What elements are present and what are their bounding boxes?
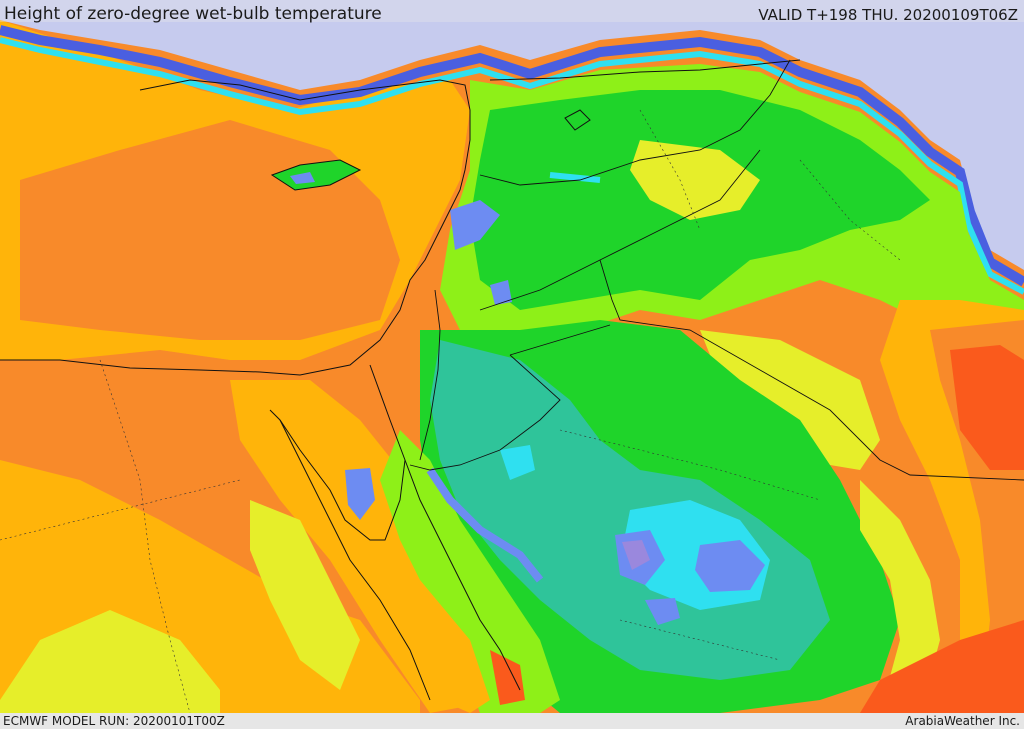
- cyprus-core: [290, 172, 315, 184]
- yellow-east-arabia: [860, 480, 940, 713]
- blue-patch-central-1: [695, 540, 765, 592]
- header-bar: [0, 0, 1024, 22]
- map-title: Height of zero-degree wet-bulb temperatu…: [4, 4, 382, 24]
- blue-patch-sinai: [345, 468, 375, 520]
- red-patch-eritrea: [490, 650, 525, 705]
- blue-patch-south: [645, 598, 680, 625]
- gold-red-sea: [380, 540, 490, 713]
- blue-patch-jordan: [490, 280, 512, 305]
- red-orange-southeast: [860, 620, 1024, 713]
- blue-strip-hejaz: [426, 467, 544, 583]
- yellow-iraq-patch: [700, 330, 880, 470]
- yg-west-patch-1: [0, 610, 220, 713]
- valid-time-label: VALID T+198 THU. 20200109T06Z: [758, 6, 1018, 24]
- credit-label: ArabiaWeather Inc.: [905, 714, 1020, 728]
- cyan-fringe-north: [0, 37, 1024, 295]
- lg-west-arabia: [380, 430, 560, 713]
- yg-west-patch-2: [250, 500, 360, 690]
- footer-bar: [0, 713, 1024, 729]
- borders: [409, 59, 1024, 481]
- cyan-strip-iraq: [549, 172, 601, 183]
- model-run-label: ECMWF MODEL RUN: 20200101T00Z: [3, 714, 225, 728]
- yellow-syria-patch: [630, 140, 760, 220]
- blue-fringe-north: [0, 25, 1024, 287]
- blue-patch-lebanon: [450, 200, 500, 250]
- coastlines: [0, 59, 801, 701]
- wet-bulb-map: [0, 0, 1024, 713]
- lavender-north: [0, 0, 1024, 270]
- red-orange-east: [950, 345, 1024, 470]
- internal-boundaries: [0, 109, 901, 713]
- cyan-patch-north-arabia: [500, 445, 535, 480]
- purple-patch-central: [622, 540, 650, 570]
